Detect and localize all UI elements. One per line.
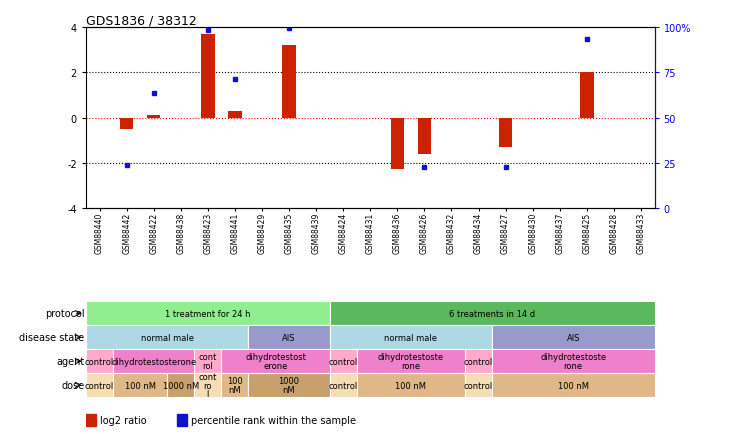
Text: 100 nM: 100 nM (125, 381, 156, 390)
Bar (86, 349, 113, 373)
Bar (499, 118, 512, 148)
Text: normal male: normal male (141, 333, 194, 342)
Bar (330, 373, 357, 397)
Bar (228, 112, 242, 118)
Bar (357, 373, 465, 397)
Text: dihydrotestoste
rone: dihydrotestoste rone (378, 353, 444, 370)
Text: 100
nM: 100 nM (227, 377, 243, 394)
Text: control: control (464, 381, 493, 390)
Bar (147, 116, 161, 118)
Text: agent: agent (56, 356, 85, 366)
Text: 1 treatment for 24 h: 1 treatment for 24 h (165, 309, 251, 318)
Bar (221, 373, 248, 397)
Text: 1000 nM: 1000 nM (162, 381, 199, 390)
Text: dihydrotestosterone: dihydrotestosterone (111, 357, 196, 366)
Bar (168, 373, 194, 397)
Text: log2 ratio: log2 ratio (100, 415, 147, 425)
Bar (86, 326, 248, 349)
Bar (330, 349, 357, 373)
Text: cont
ro
l: cont ro l (199, 372, 217, 398)
Bar (417, 118, 431, 154)
Bar (492, 326, 654, 349)
Text: control: control (464, 357, 493, 366)
Bar (282, 46, 295, 118)
Bar (492, 349, 654, 373)
Text: protocol: protocol (45, 309, 85, 319)
Text: GDS1836 / 38312: GDS1836 / 38312 (86, 14, 197, 27)
Bar (465, 373, 492, 397)
Text: 6 treatments in 14 d: 6 treatments in 14 d (449, 309, 535, 318)
Text: control: control (85, 381, 114, 390)
Bar (330, 302, 654, 326)
Text: control: control (85, 357, 114, 366)
Bar (357, 349, 465, 373)
Bar (177, 414, 187, 426)
Text: dihydrotestoste
rone: dihydrotestoste rone (540, 353, 607, 370)
Text: control: control (328, 357, 358, 366)
Bar (113, 349, 194, 373)
Text: AIS: AIS (282, 333, 295, 342)
Bar (221, 349, 330, 373)
Bar (248, 373, 330, 397)
Text: 1000
nM: 1000 nM (278, 377, 299, 394)
Bar (465, 349, 492, 373)
Text: control: control (328, 381, 358, 390)
Text: dihydrotestost
erone: dihydrotestost erone (245, 353, 306, 370)
Bar (120, 118, 133, 129)
Text: dose: dose (61, 380, 85, 390)
Text: 100 nM: 100 nM (396, 381, 426, 390)
Bar (194, 373, 221, 397)
Bar (390, 118, 404, 170)
Text: 100 nM: 100 nM (558, 381, 589, 390)
Text: cont
rol: cont rol (199, 353, 217, 370)
Bar (113, 373, 168, 397)
Bar (86, 414, 96, 426)
Text: percentile rank within the sample: percentile rank within the sample (191, 415, 356, 425)
Text: normal male: normal male (384, 333, 438, 342)
Bar (580, 73, 594, 118)
Text: AIS: AIS (566, 333, 580, 342)
Bar (86, 373, 113, 397)
Bar (330, 326, 492, 349)
Bar (201, 35, 215, 118)
Bar (194, 349, 221, 373)
Bar (248, 326, 330, 349)
Bar (492, 373, 654, 397)
Text: disease state: disease state (19, 332, 85, 342)
Bar (86, 302, 330, 326)
